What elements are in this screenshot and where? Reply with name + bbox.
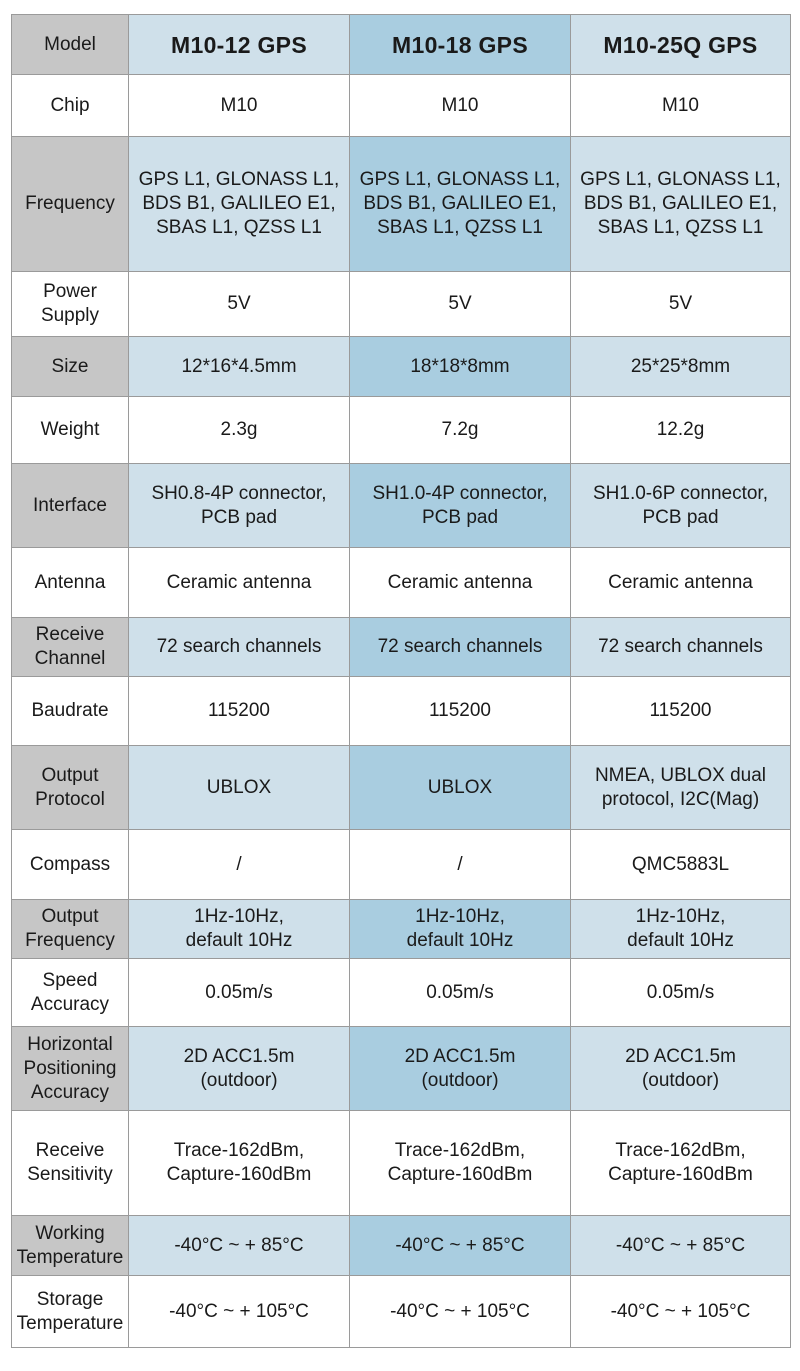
spec-value-model-1: GPS L1, GLONASS L1, BDS B1, GALILEO E1, … <box>128 136 350 272</box>
spec-table-container: Model M10-12 GPS M10-18 GPS M10-25Q GPS … <box>11 14 791 1348</box>
spec-value-model-3: 12.2g <box>570 396 791 464</box>
spec-value-model-3: Trace-162dBm, Capture-160dBm <box>570 1110 791 1216</box>
spec-row: Antenna Ceramic antenna Ceramic antenna Cer… <box>11 547 791 618</box>
spec-row: Horizontal Positioning Accuracy 2D ACC1.5… <box>11 1026 791 1111</box>
spec-value-model-1: -40°C ~ + 105°C <box>128 1275 350 1348</box>
spec-value-model-2: Trace-162dBm, Capture-160dBm <box>349 1110 571 1216</box>
spec-row: Chip M10 M10 M10 <box>11 74 791 137</box>
spec-value-model-2: -40°C ~ + 85°C <box>349 1215 571 1276</box>
spec-value-model-3: 72 search channels <box>570 617 791 677</box>
spec-value-model-3: NMEA, UBLOX dual protocol, I2C(Mag) <box>570 745 791 830</box>
spec-value-model-3: SH1.0-6P connector, PCB pad <box>570 463 791 548</box>
spec-label: Chip <box>11 74 129 137</box>
spec-value-model-1: M10 <box>128 74 350 137</box>
spec-label: Power Supply <box>11 271 129 337</box>
spec-value-model-2: / <box>349 829 571 900</box>
spec-value-model-3: QMC5883L <box>570 829 791 900</box>
spec-row: Frequency GPS L1, GLONASS L1, BDS B1, GAL… <box>11 136 791 272</box>
spec-value-model-1: 1Hz-10Hz, default 10Hz <box>128 899 350 959</box>
spec-label: Working Temperature <box>11 1215 129 1276</box>
spec-label: Interface <box>11 463 129 548</box>
spec-label: Receive Channel <box>11 617 129 677</box>
spec-value-model-3: 115200 <box>570 676 791 746</box>
spec-value-model-2: 2D ACC1.5m (outdoor) <box>349 1026 571 1111</box>
spec-value-model-1: -40°C ~ + 85°C <box>128 1215 350 1276</box>
spec-value-model-1: 0.05m/s <box>128 958 350 1027</box>
spec-value-model-3: 0.05m/s <box>570 958 791 1027</box>
spec-value-model-2: 5V <box>349 271 571 337</box>
spec-value-model-1: 12*16*4.5mm <box>128 336 350 397</box>
spec-value-model-2: SH1.0-4P connector, PCB pad <box>349 463 571 548</box>
spec-value-model-2: 18*18*8mm <box>349 336 571 397</box>
spec-value-model-3: 25*25*8mm <box>570 336 791 397</box>
spec-row: Power Supply 5V 5V 5V <box>11 271 791 337</box>
spec-label: Receive Sensitivity <box>11 1110 129 1216</box>
spec-value-model-2: 0.05m/s <box>349 958 571 1027</box>
model-name-2: M10-18 GPS <box>349 14 571 75</box>
spec-value-model-2: 1Hz-10Hz, default 10Hz <box>349 899 571 959</box>
spec-value-model-3: 1Hz-10Hz, default 10Hz <box>570 899 791 959</box>
spec-value-model-2: -40°C ~ + 105°C <box>349 1275 571 1348</box>
spec-row: Receive Channel 72 search channels 72 sear… <box>11 617 791 677</box>
spec-row: Speed Accuracy 0.05m/s 0.05m/s 0.05m/s <box>11 958 791 1027</box>
spec-row: Output Protocol UBLOX UBLOX NMEA, UBLOX dua… <box>11 745 791 830</box>
spec-value-model-3: Ceramic antenna <box>570 547 791 618</box>
header-row: Model M10-12 GPS M10-18 GPS M10-25Q GPS <box>11 14 791 75</box>
spec-value-model-3: -40°C ~ + 85°C <box>570 1215 791 1276</box>
spec-value-model-3: M10 <box>570 74 791 137</box>
spec-value-model-3: GPS L1, GLONASS L1, BDS B1, GALILEO E1, … <box>570 136 791 272</box>
spec-label: Baudrate <box>11 676 129 746</box>
spec-value-model-1: SH0.8-4P connector, PCB pad <box>128 463 350 548</box>
spec-value-model-2: Ceramic antenna <box>349 547 571 618</box>
header-label: Model <box>11 14 129 75</box>
spec-label: Storage Temperature <box>11 1275 129 1348</box>
spec-value-model-1: / <box>128 829 350 900</box>
spec-label: Weight <box>11 396 129 464</box>
spec-value-model-3: 5V <box>570 271 791 337</box>
spec-value-model-2: 72 search channels <box>349 617 571 677</box>
spec-value-model-1: 5V <box>128 271 350 337</box>
spec-value-model-1: 2.3g <box>128 396 350 464</box>
spec-value-model-2: 7.2g <box>349 396 571 464</box>
spec-value-model-1: Trace-162dBm, Capture-160dBm <box>128 1110 350 1216</box>
spec-label: Frequency <box>11 136 129 272</box>
spec-label: Speed Accuracy <box>11 958 129 1027</box>
spec-value-model-2: GPS L1, GLONASS L1, BDS B1, GALILEO E1, … <box>349 136 571 272</box>
spec-label: Size <box>11 336 129 397</box>
spec-value-model-3: -40°C ~ + 105°C <box>570 1275 791 1348</box>
spec-value-model-3: 2D ACC1.5m (outdoor) <box>570 1026 791 1111</box>
spec-value-model-2: M10 <box>349 74 571 137</box>
spec-value-model-1: 2D ACC1.5m (outdoor) <box>128 1026 350 1111</box>
model-name-1: M10-12 GPS <box>128 14 350 75</box>
spec-row: Weight 2.3g 7.2g 12.2g <box>11 396 791 464</box>
spec-value-model-1: 72 search channels <box>128 617 350 677</box>
spec-label: Output Frequency <box>11 899 129 959</box>
spec-row: Output Frequency 1Hz-10Hz, default 10Hz 1H… <box>11 899 791 959</box>
gps-spec-table: Model M10-12 GPS M10-18 GPS M10-25Q GPS … <box>11 14 791 1348</box>
model-name-3: M10-25Q GPS <box>570 14 791 75</box>
spec-value-model-1: UBLOX <box>128 745 350 830</box>
spec-value-model-1: 115200 <box>128 676 350 746</box>
spec-row: Working Temperature -40°C ~ + 85°C -40°C ~… <box>11 1215 791 1276</box>
spec-label: Horizontal Positioning Accuracy <box>11 1026 129 1111</box>
spec-value-model-2: UBLOX <box>349 745 571 830</box>
spec-row: Baudrate 115200 115200 115200 <box>11 676 791 746</box>
spec-label: Output Protocol <box>11 745 129 830</box>
spec-row: Size 12*16*4.5mm 18*18*8mm 25*25*8mm <box>11 336 791 397</box>
spec-label: Compass <box>11 829 129 900</box>
spec-row: Compass / / QMC5883L <box>11 829 791 900</box>
spec-value-model-2: 115200 <box>349 676 571 746</box>
spec-row: Interface SH0.8-4P connector, PCB pad SH1.… <box>11 463 791 548</box>
spec-row: Storage Temperature -40°C ~ + 105°C -40°C … <box>11 1275 791 1348</box>
spec-label: Antenna <box>11 547 129 618</box>
spec-row: Receive Sensitivity Trace-162dBm, Capture… <box>11 1110 791 1216</box>
spec-value-model-1: Ceramic antenna <box>128 547 350 618</box>
